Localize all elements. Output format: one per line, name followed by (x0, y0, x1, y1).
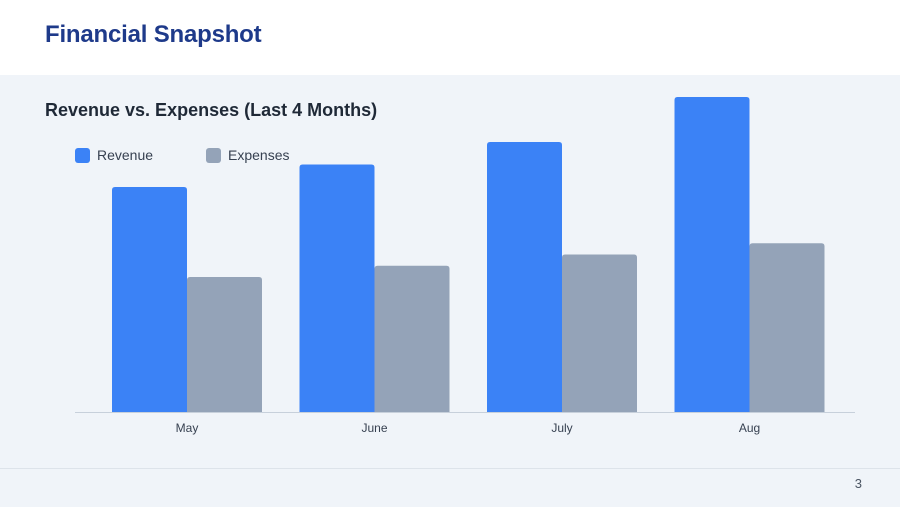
bar-revenue-june (299, 164, 375, 412)
footer-divider (0, 468, 900, 469)
bar-expenses-aug (749, 243, 825, 412)
x-tick-label-may: May (176, 421, 199, 435)
bar-revenue-may (112, 187, 187, 412)
legend-swatch-revenue (75, 147, 90, 163)
legend-label-expenses: Expenses (228, 147, 290, 163)
legend-swatch-expenses (206, 147, 221, 163)
slide-title: Financial Snapshot (45, 21, 262, 48)
page-number: 3 (854, 476, 862, 491)
bar-revenue-july (487, 142, 562, 412)
legend-label-revenue: Revenue (97, 147, 154, 163)
x-tick-label-july: July (551, 421, 572, 435)
chart-title: Revenue vs. Expenses (Last 4 Months) (45, 100, 378, 120)
bar-expenses-june (374, 265, 450, 412)
legend-item-expenses: Expenses (206, 147, 289, 163)
x-tick-label-aug: Aug (739, 421, 760, 435)
bar-expenses-july (562, 254, 637, 412)
legend-item-revenue: Revenue (75, 147, 153, 163)
bar-expenses-may (187, 277, 262, 412)
x-tick-label-june: June (361, 421, 387, 435)
slide-header: Financial Snapshot (0, 0, 900, 75)
bar-revenue-aug (674, 97, 750, 412)
